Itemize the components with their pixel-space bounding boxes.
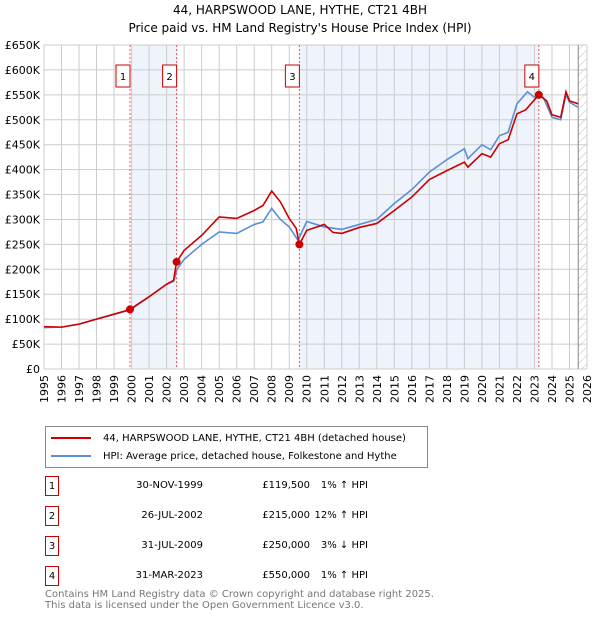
x-tick-label: 2025 (563, 375, 576, 403)
sale-marker-label: 2 (166, 72, 172, 83)
sale-number: 4 (45, 566, 59, 586)
legend: 44, HARPSWOOD LANE, HYTHE, CT21 4BH (det… (45, 426, 428, 468)
x-tick-label: 1999 (108, 375, 121, 403)
y-tick-label: £50K (12, 338, 41, 351)
y-tick-label: £400K (5, 164, 41, 177)
footer-copyright: Contains HM Land Registry data © Crown c… (45, 589, 434, 600)
sale-price: £550,000 (262, 570, 310, 581)
legend-item-hpi: HPI: Average price, detached house, Folk… (51, 448, 397, 464)
sale-hpi-diff: 1% ↑ HPI (320, 570, 368, 581)
sale-row: 3 31-JUL-2009 £250,000 3% ↓ HPI (45, 536, 445, 556)
x-tick-label: 1995 (38, 375, 51, 403)
x-tick-label: 2017 (423, 375, 436, 403)
x-tick-label: 2012 (336, 375, 349, 403)
x-tick-label: 2015 (388, 375, 401, 403)
y-tick-label: £250K (5, 238, 41, 251)
sale-marker-label: 1 (120, 72, 126, 83)
price-chart: 44, HARPSWOOD LANE, HYTHE, CT21 4BH Pric… (5, 3, 594, 403)
x-tick-label: 2003 (178, 375, 191, 403)
sale-marker-label: 3 (289, 72, 295, 83)
y-tick-label: £0 (26, 363, 40, 376)
y-tick-label: £550K (5, 89, 41, 102)
x-tick-label: 2023 (528, 375, 541, 403)
x-tick-label: 2005 (213, 375, 226, 403)
legend-swatch (51, 437, 91, 439)
sale-date: 31-MAR-2023 (135, 570, 203, 581)
y-tick-label: £150K (5, 288, 41, 301)
sale-marker-box (162, 64, 178, 88)
y-tick-label: £450K (5, 139, 41, 152)
legend-label: 44, HARPSWOOD LANE, HYTHE, CT21 4BH (det… (103, 432, 406, 444)
x-tick-label: 2007 (248, 375, 261, 403)
x-tick-label: 2004 (196, 375, 209, 403)
x-tick-label: 2002 (161, 375, 174, 403)
shaded-period (131, 45, 177, 369)
y-tick-label: £350K (5, 189, 41, 202)
x-tick-label: 2006 (231, 375, 244, 403)
sale-number: 3 (45, 536, 59, 556)
chart-title: 44, HARPSWOOD LANE, HYTHE, CT21 4BH (173, 3, 427, 17)
y-tick-label: £100K (5, 313, 41, 326)
x-tick-label: 2009 (283, 375, 296, 403)
legend-label: HPI: Average price, detached house, Folk… (103, 450, 397, 462)
x-tick-label: 2001 (143, 375, 156, 403)
sale-row: 1 30-NOV-1999 £119,500 1% ↑ HPI (45, 476, 445, 496)
x-tick-label: 1997 (73, 375, 86, 403)
sale-number: 1 (45, 476, 59, 496)
footer-licence: This data is licensed under the Open Gov… (45, 600, 364, 611)
sale-price: £250,000 (262, 540, 310, 551)
x-tick-label: 2013 (353, 375, 366, 403)
y-tick-label: £650K (5, 39, 41, 52)
forecast-hatch (578, 45, 587, 369)
x-tick-label: 2016 (406, 375, 419, 403)
sale-hpi-diff: 3% ↓ HPI (320, 540, 368, 551)
sale-marker-box (524, 64, 540, 88)
sale-price: £215,000 (262, 510, 310, 521)
shaded-period (299, 45, 539, 369)
x-tick-label: 2020 (476, 375, 489, 403)
legend-item-property: 44, HARPSWOOD LANE, HYTHE, CT21 4BH (det… (51, 430, 406, 446)
sale-point (534, 90, 543, 99)
sale-point (126, 305, 135, 314)
footer: Contains HM Land Registry data © Crown c… (45, 589, 434, 611)
x-tick-label: 2000 (126, 375, 139, 403)
sale-point (295, 240, 304, 249)
sale-row: 2 26-JUL-2002 £215,000 12% ↑ HPI (45, 506, 445, 526)
sale-row: 4 31-MAR-2023 £550,000 1% ↑ HPI (45, 566, 445, 586)
y-tick-label: £500K (5, 114, 41, 127)
x-tick-label: 2021 (493, 375, 506, 403)
x-tick-label: 2010 (301, 375, 314, 403)
x-tick-label: 2022 (511, 375, 524, 403)
sale-price: £119,500 (262, 480, 310, 491)
sale-hpi-diff: 1% ↑ HPI (320, 480, 368, 491)
price-paid-line (43, 89, 579, 328)
sale-marker-box (115, 64, 131, 88)
y-tick-label: £300K (5, 213, 41, 226)
x-tick-label: 1998 (91, 375, 104, 403)
sale-date: 26-JUL-2002 (141, 510, 203, 521)
x-tick-label: 2018 (441, 375, 454, 403)
chart-subtitle: Price paid vs. HM Land Registry's House … (128, 21, 471, 35)
x-tick-label: 2008 (266, 375, 279, 403)
x-tick-label: 1996 (56, 375, 69, 403)
y-tick-label: £600K (5, 64, 41, 77)
x-tick-label: 2019 (458, 375, 471, 403)
x-tick-label: 2014 (371, 375, 384, 403)
sale-date: 31-JUL-2009 (141, 540, 203, 551)
sale-number: 2 (45, 506, 59, 526)
sale-point (172, 257, 181, 266)
sale-marker-label: 4 (529, 72, 535, 83)
legend-swatch (51, 455, 91, 457)
x-tick-label: 2011 (318, 375, 331, 403)
sale-marker-box (284, 64, 300, 88)
y-tick-label: £200K (5, 263, 41, 276)
x-tick-label: 2026 (581, 375, 594, 403)
sale-hpi-diff: 12% ↑ HPI (314, 510, 368, 521)
sale-date: 30-NOV-1999 (136, 480, 203, 491)
x-tick-label: 2024 (546, 375, 559, 403)
